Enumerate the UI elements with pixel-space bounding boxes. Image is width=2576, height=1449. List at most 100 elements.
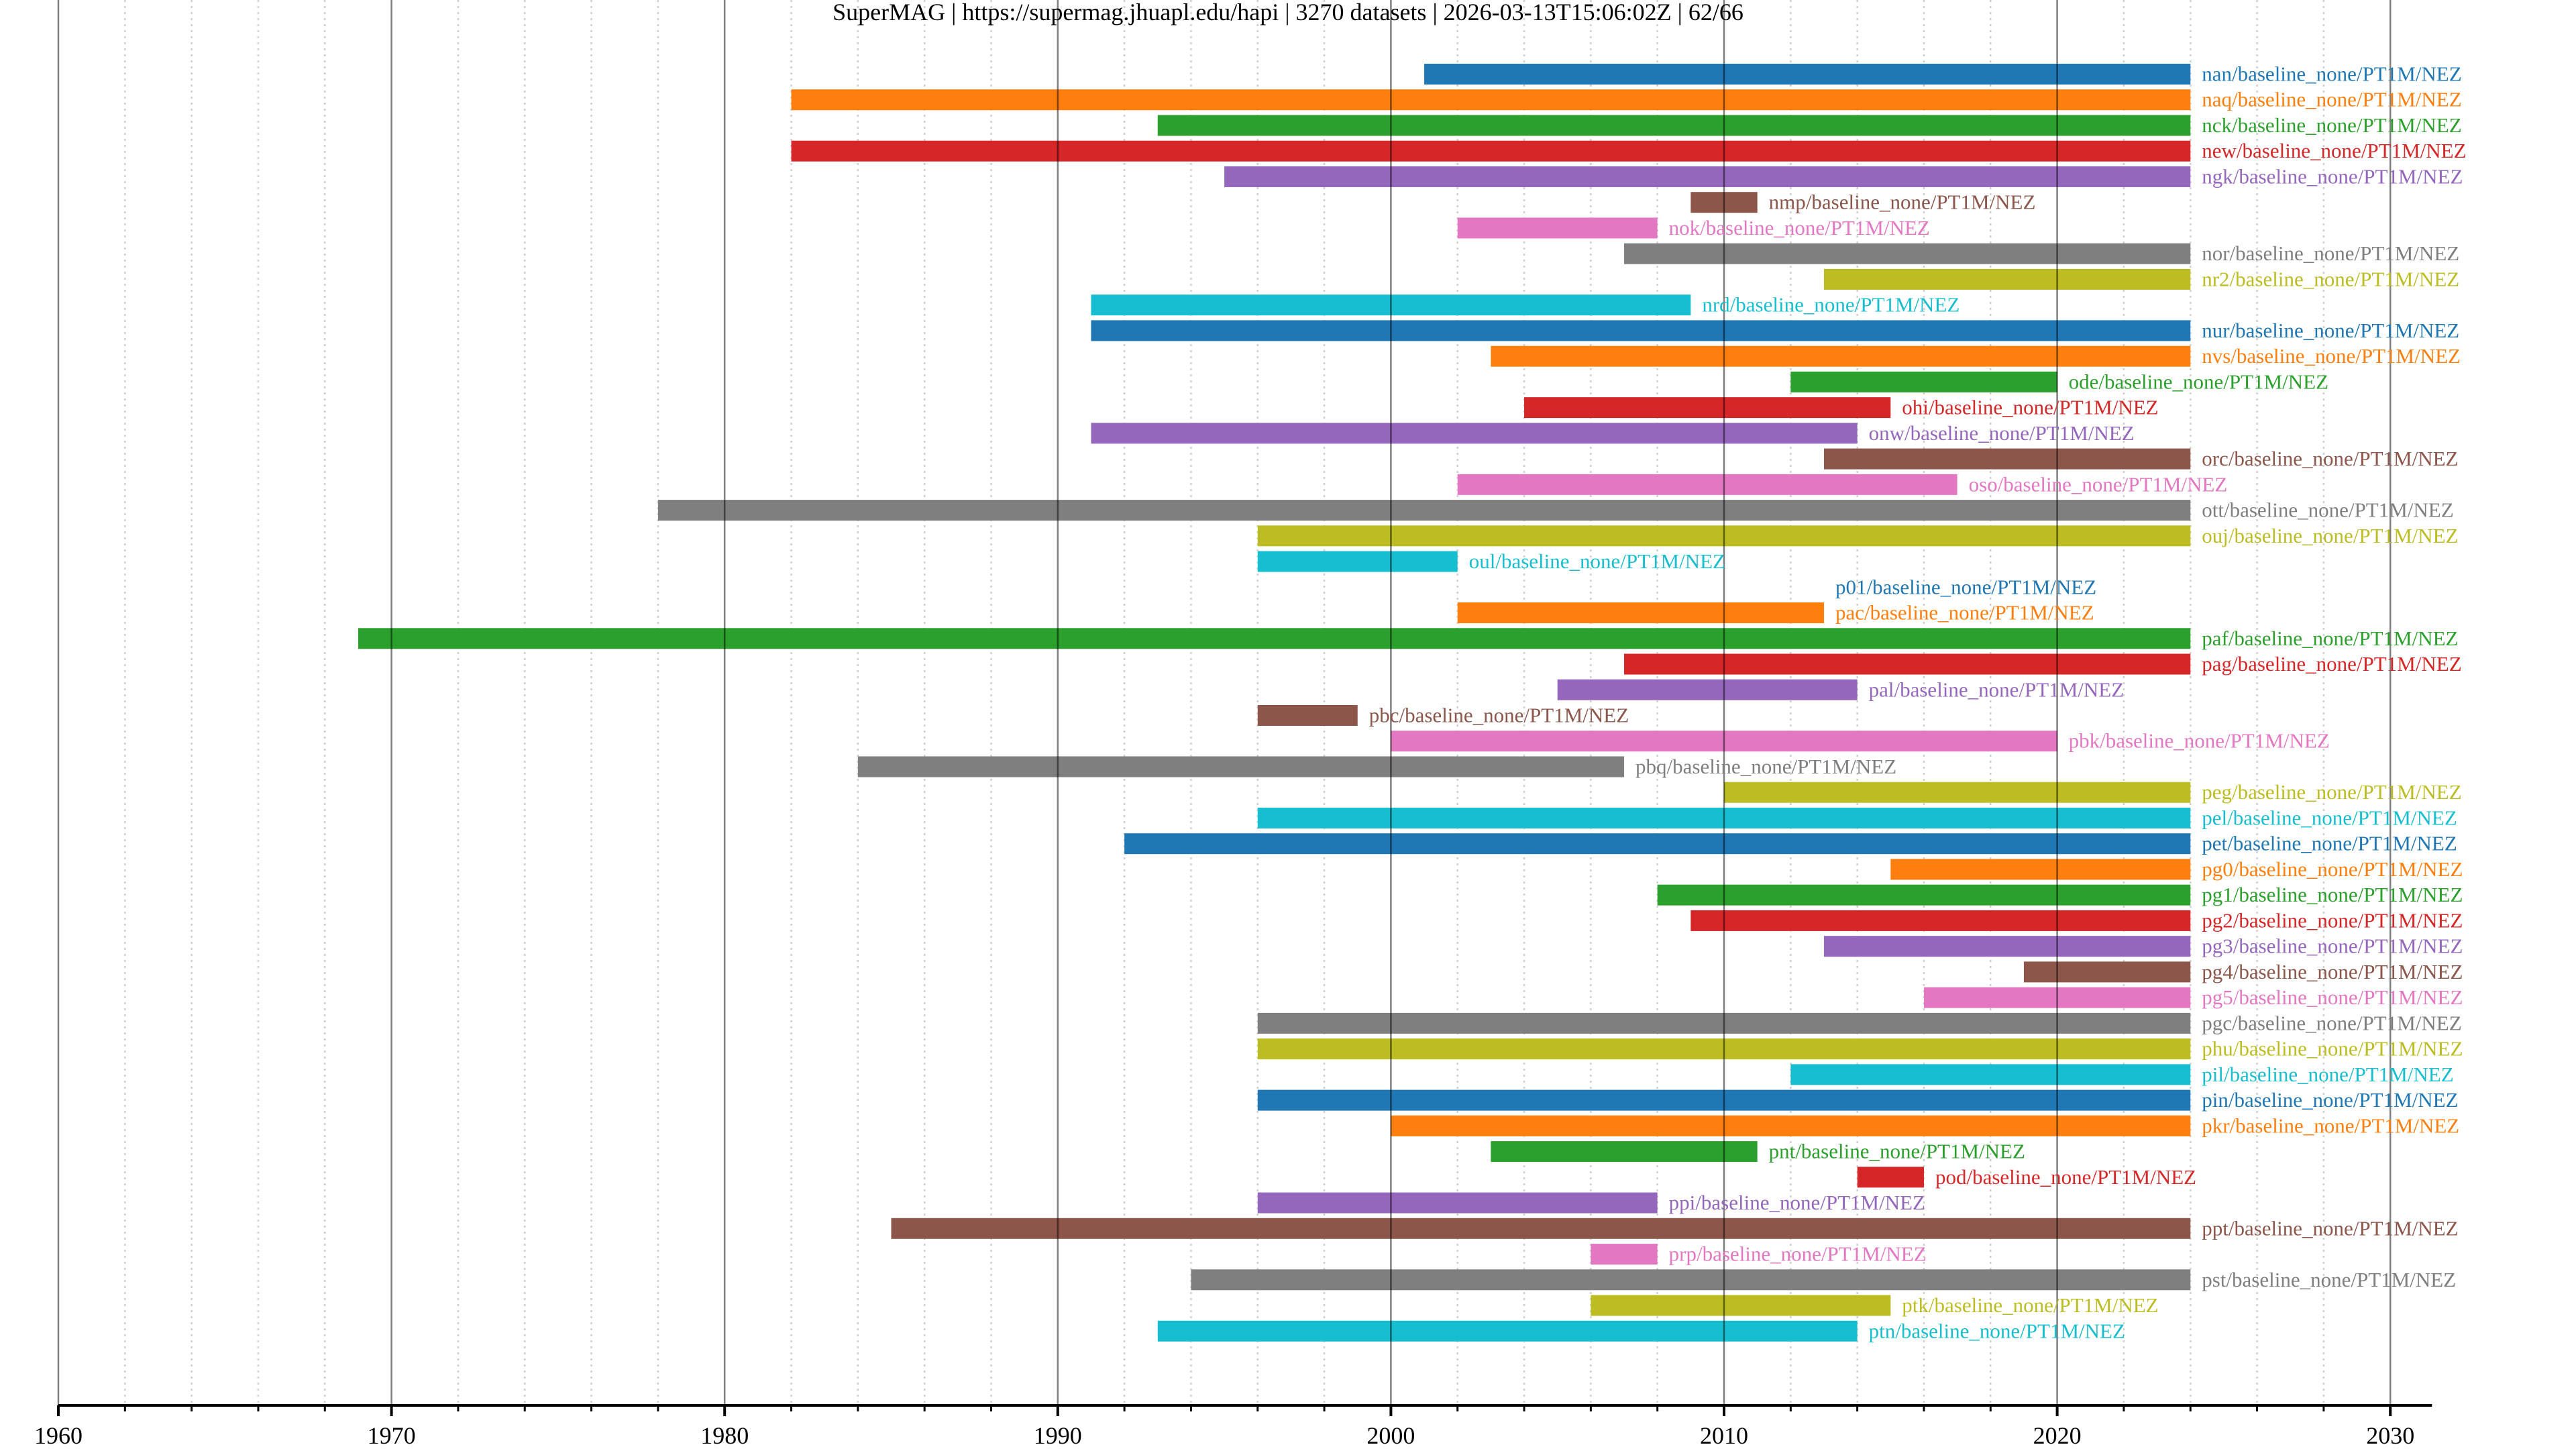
label-pnt: pnt/baseline_none/PT1M/NEZ [1769,1140,2025,1163]
label-pal: pal/baseline_none/PT1M/NEZ [1869,678,2125,701]
label-nor: nor/baseline_none/PT1M/NEZ [2202,241,2459,265]
bar-paf [358,628,2191,649]
label-peg: peg/baseline_none/PT1M/NEZ [2202,780,2461,804]
bar-prp [1591,1244,1658,1265]
label-ptk: ptk/baseline_none/PT1M/NEZ [1902,1293,2158,1317]
bar-nor [1624,243,2191,264]
label-pkr: pkr/baseline_none/PT1M/NEZ [2202,1114,2459,1137]
label-paf: paf/baseline_none/PT1M/NEZ [2202,627,2458,650]
bar-nan [1424,64,2191,85]
label-ppi: ppi/baseline_none/PT1M/NEZ [1669,1191,1925,1214]
bar-ott [657,500,2191,521]
label-nr2: nr2/baseline_none/PT1M/NEZ [2202,267,2459,290]
bar-oul [1257,551,1458,572]
label-pet: pet/baseline_none/PT1M/NEZ [2202,832,2457,855]
x-tick-label-1970: 1970 [368,1422,416,1449]
bar-nvs [1491,345,2191,367]
bar-ppt [891,1218,2191,1239]
label-pst: pst/baseline_none/PT1M/NEZ [2202,1268,2456,1291]
label-pgc: pgc/baseline_none/PT1M/NEZ [2202,1011,2461,1034]
label-ohi: ohi/baseline_none/PT1M/NEZ [1902,396,2158,419]
label-ppt: ppt/baseline_none/PT1M/NEZ [2202,1216,2458,1240]
label-pel: pel/baseline_none/PT1M/NEZ [2202,806,2457,829]
bar-ode [1790,371,2057,392]
chart-title: SuperMAG | https://supermag.jhuapl.edu/h… [833,0,1743,25]
bar-pnt [1491,1141,1758,1163]
label-p01: p01/baseline_none/PT1M/NEZ [1835,575,2096,598]
label-new: new/baseline_none/PT1M/NEZ [2202,139,2466,162]
bar-pod [1857,1167,1924,1188]
x-tick-label-1980: 1980 [700,1422,749,1449]
label-oul: oul/baseline_none/PT1M/NEZ [1469,549,1725,573]
bar-ptn [1157,1320,1858,1342]
label-ptn: ptn/baseline_none/PT1M/NEZ [1869,1319,2125,1342]
label-nvs: nvs/baseline_none/PT1M/NEZ [2202,344,2461,368]
label-nok: nok/baseline_none/PT1M/NEZ [1669,216,1930,239]
bar-peg [1724,782,2191,803]
x-tick-label-1990: 1990 [1034,1422,1082,1449]
bar-nok [1457,217,1658,239]
label-nur: nur/baseline_none/PT1M/NEZ [2202,319,2459,342]
bar-pg3 [1823,936,2191,957]
label-nan: nan/baseline_none/PT1M/NEZ [2202,62,2461,86]
label-prp: prp/baseline_none/PT1M/NEZ [1669,1242,1927,1266]
label-ott: ott/baseline_none/PT1M/NEZ [2202,498,2453,522]
bar-ppi [1257,1192,1658,1214]
label-naq: naq/baseline_none/PT1M/NEZ [2202,88,2461,111]
label-ouj: ouj/baseline_none/PT1M/NEZ [2202,524,2458,547]
bar-nck [1157,115,2191,136]
label-orc: orc/baseline_none/PT1M/NEZ [2202,447,2458,470]
label-ngk: ngk/baseline_none/PT1M/NEZ [2202,164,2463,188]
major-gridlines [57,0,2392,1405]
bar-naq [791,89,2191,111]
x-axis: 1960 1970 1980 1990 2000 2010 2020 2030 [34,1404,2432,1449]
label-oso: oso/baseline_none/PT1M/NEZ [1969,472,2228,496]
bar-ngk [1224,166,2191,187]
bar-pac [1457,602,1824,624]
bar-pbc [1257,705,1358,726]
dataset-labels: nan/baseline_none/PT1M/NEZnaq/baseline_n… [1369,62,2467,1343]
label-pg3: pg3/baseline_none/PT1M/NEZ [2202,934,2463,958]
x-tick-label-2020: 2020 [2033,1422,2082,1449]
label-pbc: pbc/baseline_none/PT1M/NEZ [1369,704,1629,727]
bar-pal [1557,679,1858,700]
label-nck: nck/baseline_none/PT1M/NEZ [2202,113,2461,137]
bar-pbq [857,756,1625,777]
label-nrd: nrd/baseline_none/PT1M/NEZ [1702,293,1960,317]
bar-ptk [1591,1295,1891,1316]
bar-pet [1124,833,2191,855]
bar-pag [1624,653,2191,675]
label-pin: pin/baseline_none/PT1M/NEZ [2202,1088,2458,1112]
label-pag: pag/baseline_none/PT1M/NEZ [2202,652,2461,676]
label-nmp: nmp/baseline_none/PT1M/NEZ [1769,191,2036,214]
label-pg0: pg0/baseline_none/PT1M/NEZ [2202,857,2463,881]
bar-nur [1091,320,2191,341]
bar-onw [1091,423,1858,444]
x-tick-label-2010: 2010 [1700,1422,1748,1449]
dataset-bars [358,64,2191,1342]
label-phu: phu/baseline_none/PT1M/NEZ [2202,1037,2463,1061]
label-pbk: pbk/baseline_none/PT1M/NEZ [2069,729,2330,753]
label-pod: pod/baseline_none/PT1M/NEZ [1935,1165,2196,1189]
bar-pg0 [1890,859,2191,880]
label-pg4: pg4/baseline_none/PT1M/NEZ [2202,960,2463,983]
label-pac: pac/baseline_none/PT1M/NEZ [1835,601,2094,625]
bar-nr2 [1823,268,2191,290]
bar-pg4 [2023,961,2191,983]
label-pg5: pg5/baseline_none/PT1M/NEZ [2202,985,2463,1009]
label-pg2: pg2/baseline_none/PT1M/NEZ [2202,908,2463,932]
label-pil: pil/baseline_none/PT1M/NEZ [2202,1063,2453,1086]
label-pbq: pbq/baseline_none/PT1M/NEZ [1635,755,1896,778]
label-ode: ode/baseline_none/PT1M/NEZ [2069,370,2328,393]
x-tick-label-2030: 2030 [2366,1422,2414,1449]
bar-pkr [1391,1115,2191,1136]
bar-oso [1457,474,1957,495]
bar-pg1 [1657,884,2191,906]
x-tick-label-1960: 1960 [34,1422,83,1449]
bar-orc [1823,448,2191,470]
label-onw: onw/baseline_none/PT1M/NEZ [1869,421,2135,445]
bar-pg2 [1690,910,2191,931]
bar-new [791,140,2191,162]
bar-pst [1191,1269,2191,1291]
